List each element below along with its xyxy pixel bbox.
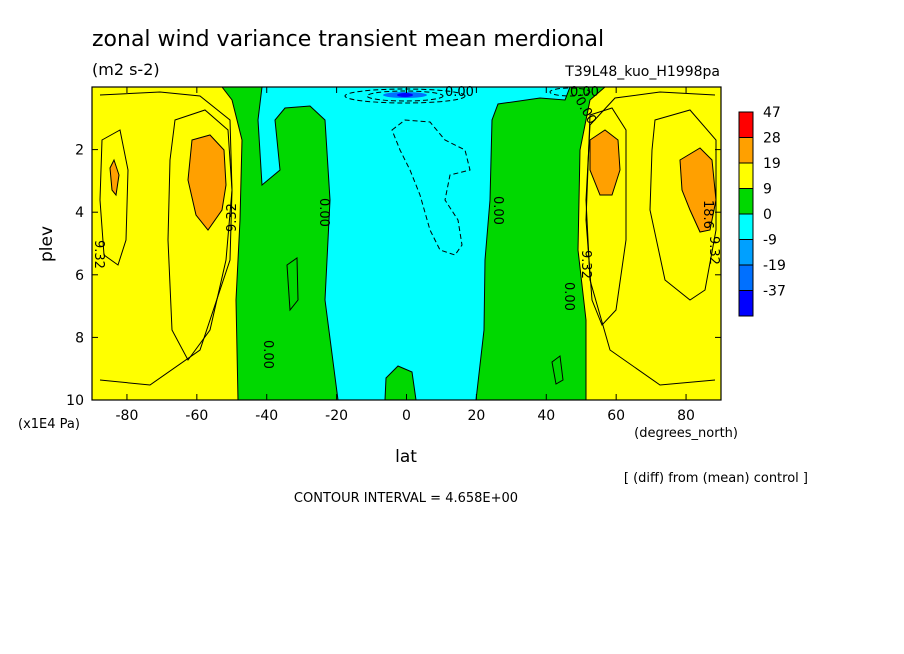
legend-label: 0 (763, 207, 772, 223)
legend-swatch (738, 111, 754, 138)
legend-label: -37 (763, 284, 786, 300)
x-tick-label: -40 (255, 408, 278, 424)
x-tick-label: 20 (467, 408, 485, 424)
contour-label: 0.00 (561, 282, 576, 311)
contour-label: 0.00 (260, 340, 275, 369)
contour-small-right (551, 355, 564, 385)
legend-swatch (738, 162, 754, 189)
x-tick-label: 40 (537, 408, 555, 424)
contour-right-inner-b (649, 109, 717, 301)
fill-band-yellow-left (92, 87, 242, 400)
x-tick-label: 0 (402, 408, 411, 424)
fill-band-orange-left-1 (187, 134, 227, 231)
contour-label: 9.32 (91, 240, 106, 269)
legend-swatch (738, 188, 754, 215)
y-axis-title: plev (37, 226, 57, 262)
contour-label: 9.32 (706, 236, 721, 265)
diff-note: [ (diff) from (mean) control ] (624, 471, 808, 486)
run-label: T39L48_kuo_H1998pa (564, 64, 720, 80)
y-tick-label: 2 (75, 143, 84, 159)
y-tick-label: 8 (75, 330, 84, 346)
contour-label: 9.32 (225, 203, 240, 232)
contour-label: 18.6 (700, 200, 715, 229)
chart-units: (m2 s-2) (92, 60, 160, 79)
x-tick-label: -80 (116, 408, 139, 424)
fill-band-orange-right-1 (589, 129, 621, 196)
legend-label: 47 (763, 105, 781, 121)
legend-label: -19 (763, 258, 786, 274)
contour-right-inner-c (585, 107, 627, 326)
contour-dashed-top-2 (366, 90, 444, 102)
contour-eq-bump (384, 365, 417, 400)
contour-label: 9.32 (578, 250, 593, 279)
x-tick-label: 60 (607, 408, 625, 424)
x-axis-title: lat (395, 447, 417, 467)
x-tick-label: -20 (325, 408, 348, 424)
contour-label: 0.00 (316, 198, 331, 227)
contour-dashed (344, 87, 591, 256)
fill-band-orange-left-2 (109, 158, 120, 197)
fill-band-top-dark (397, 93, 413, 97)
contour-small-left (286, 257, 299, 312)
contour-dashed-top-1 (344, 88, 466, 104)
contour-dashed-1 (391, 119, 471, 256)
legend-swatch (738, 264, 754, 291)
x-tick-label: -60 (185, 408, 208, 424)
contour-left-yellow (221, 87, 243, 400)
y-tick-label: 10 (66, 393, 84, 409)
legend-label: 9 (763, 182, 772, 198)
y-tick-label: 4 (75, 205, 84, 221)
contour-label: 0.00 (570, 85, 599, 100)
fill-band-green-equator (385, 366, 416, 400)
plot-area (92, 87, 721, 400)
contour-interval: CONTOUR INTERVAL = 4.658E+00 (294, 491, 518, 506)
legend-label: 28 (763, 131, 781, 147)
chart-title: zonal wind variance transient mean merdi… (92, 27, 604, 52)
colorbar-legend: 47 28 19 9 0 -9 -19 -37 (738, 105, 786, 317)
contour-lines (99, 87, 717, 400)
contour-label: 0.00 (445, 85, 474, 100)
contour-left-inner-c (99, 129, 129, 266)
contour-right-yellow (577, 87, 606, 400)
legend-swatch (738, 213, 754, 240)
contour-right-green (475, 87, 571, 400)
x-axis-units: (degrees_north) (634, 426, 738, 441)
contour-left-inner-b (167, 109, 233, 361)
contour-left-green (257, 87, 339, 400)
legend-swatch (738, 239, 754, 266)
y-axis-units: (x1E4 Pa) (18, 417, 80, 432)
y-tick-label: 6 (75, 268, 84, 284)
x-axis: -80 -60 -40 -20 0 20 40 60 80 (116, 87, 695, 424)
legend-label: -9 (763, 233, 777, 249)
legend-swatch (738, 137, 754, 164)
y-axis: 2 4 6 8 10 (66, 143, 721, 409)
legend-label: 19 (763, 156, 781, 172)
contour-right-inner-a (585, 91, 716, 386)
x-tick-label: 80 (677, 408, 695, 424)
fill-band-orange-right-2 (679, 147, 717, 233)
contour-dashed-top-3 (549, 87, 591, 97)
legend-swatch (738, 290, 754, 317)
contour-label: 0.00 (490, 196, 505, 225)
